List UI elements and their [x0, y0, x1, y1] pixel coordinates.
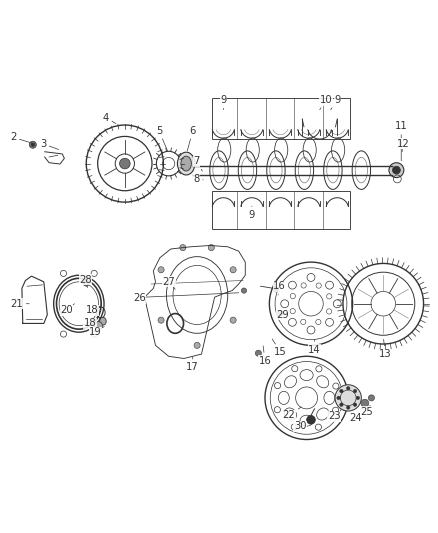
- Circle shape: [339, 403, 343, 407]
- Ellipse shape: [99, 317, 106, 325]
- Text: 7: 7: [193, 156, 202, 171]
- Circle shape: [346, 406, 350, 409]
- Text: 26: 26: [133, 293, 146, 304]
- Circle shape: [95, 322, 102, 329]
- Text: 16: 16: [258, 346, 272, 366]
- Circle shape: [339, 389, 343, 393]
- Text: 22: 22: [283, 407, 301, 421]
- Text: 3: 3: [40, 139, 59, 149]
- Circle shape: [180, 245, 186, 251]
- Circle shape: [335, 385, 361, 411]
- Text: 23: 23: [328, 410, 344, 421]
- Circle shape: [307, 415, 315, 424]
- Text: 18: 18: [84, 318, 101, 328]
- Text: 14: 14: [308, 340, 321, 355]
- Text: 8: 8: [193, 174, 203, 184]
- Ellipse shape: [177, 152, 195, 175]
- Text: 9: 9: [249, 206, 255, 220]
- Text: 21: 21: [10, 298, 29, 309]
- Text: 24: 24: [350, 410, 364, 423]
- Text: 19: 19: [89, 327, 104, 337]
- Ellipse shape: [181, 156, 191, 171]
- Circle shape: [353, 403, 357, 407]
- Text: 5: 5: [156, 126, 168, 151]
- Circle shape: [120, 158, 130, 169]
- Text: 10: 10: [320, 95, 332, 110]
- Text: 20: 20: [60, 304, 74, 316]
- Circle shape: [361, 399, 369, 407]
- Circle shape: [337, 396, 340, 400]
- Text: 15: 15: [272, 339, 287, 357]
- Circle shape: [273, 287, 279, 292]
- Text: 2: 2: [10, 132, 35, 144]
- Circle shape: [158, 317, 164, 323]
- Circle shape: [392, 166, 400, 174]
- Circle shape: [31, 143, 35, 147]
- Text: 17: 17: [186, 357, 199, 372]
- Circle shape: [255, 350, 261, 356]
- Text: 6: 6: [187, 126, 196, 151]
- Circle shape: [208, 245, 214, 251]
- Circle shape: [368, 395, 374, 401]
- Circle shape: [346, 386, 350, 390]
- Text: 11: 11: [395, 122, 408, 161]
- Circle shape: [29, 141, 36, 148]
- Text: 29: 29: [276, 310, 289, 320]
- Text: 28: 28: [79, 274, 92, 287]
- Circle shape: [158, 266, 164, 273]
- Circle shape: [194, 342, 200, 349]
- Text: 13: 13: [379, 340, 392, 359]
- Text: 27: 27: [162, 277, 175, 289]
- Text: 9: 9: [220, 95, 226, 110]
- Circle shape: [356, 396, 360, 400]
- Text: 12: 12: [396, 139, 410, 152]
- Circle shape: [353, 389, 357, 393]
- Circle shape: [230, 266, 236, 273]
- Text: 30: 30: [294, 419, 311, 431]
- Circle shape: [389, 163, 404, 177]
- Circle shape: [278, 311, 283, 316]
- Text: 16: 16: [273, 281, 286, 295]
- Text: 25: 25: [360, 405, 374, 417]
- Text: 18: 18: [86, 305, 101, 316]
- Circle shape: [83, 280, 89, 286]
- Circle shape: [241, 288, 247, 293]
- Circle shape: [230, 317, 236, 323]
- Text: 4: 4: [103, 112, 116, 124]
- Text: 9: 9: [331, 95, 340, 110]
